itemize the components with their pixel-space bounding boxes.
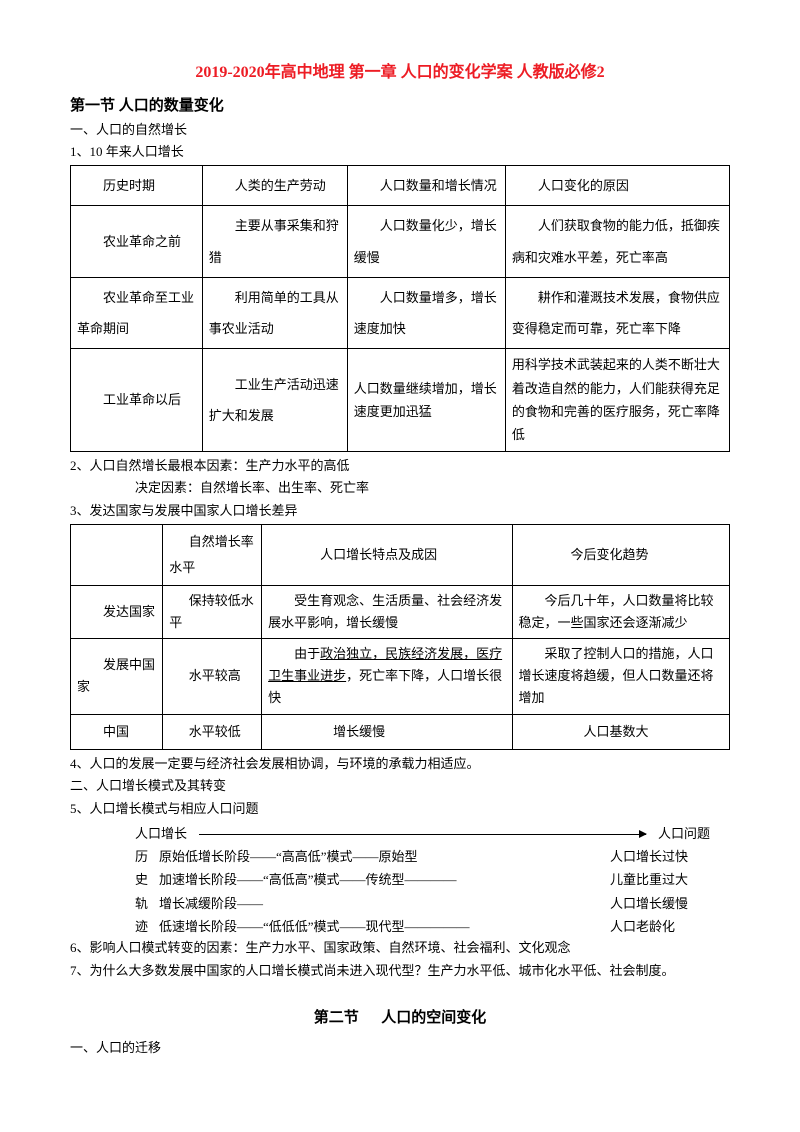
sub1-2: 二、人口增长模式及其转变 [70, 776, 730, 797]
stage-vert: 史 [135, 868, 159, 891]
stage-right: 人口老龄化 [610, 915, 730, 938]
th: 自然增长率水平 [163, 525, 262, 586]
th: 历史时期 [71, 166, 203, 206]
stage-right: 人口增长缓慢 [610, 892, 730, 915]
sub1-1: 一、人口的自然增长 [70, 120, 730, 141]
table-row: 发展中国家 水平较高 由于政治独立，民族经济发展，医疗卫生事业进步，死亡率下降，… [71, 639, 730, 714]
th: 人类的生产劳动 [202, 166, 347, 206]
td: 中国 [71, 714, 163, 749]
td: 人口基数大 [512, 714, 730, 749]
arrow-right-label: 人口问题 [650, 824, 730, 845]
stage-row: 迹 低速增长阶段——“低低低”模式——现代型————— 人口老龄化 [70, 915, 730, 938]
td: 采取了控制人口的措施，人口增长速度将趋缓，但人口数量还将增加 [512, 639, 730, 714]
stage-row: 历 原始低增长阶段——“高高低”模式——原始型 人口增长过快 [70, 845, 730, 868]
item-2: 2、人口自然增长最根本因素：生产力水平的高低 [70, 456, 730, 477]
table-row: 农业革命至工业革命期间 利用简单的工具从事农业活动 人口数量增多，增长速度加快 … [71, 277, 730, 348]
item-6: 6、影响人口模式转变的因素：生产力水平、国家政策、自然环境、社会福利、文化观念 [70, 938, 730, 959]
td: 今后几十年，人口数量将比较稳定，一些国家还会逐渐减少 [512, 586, 730, 639]
th: 人口数量和增长情况 [347, 166, 505, 206]
stage-mid: 加速增长阶段——“高低高”模式——传统型———— [159, 868, 610, 891]
stage-vert: 迹 [135, 915, 159, 938]
td: 农业革命之前 [71, 206, 203, 277]
item-5: 5、人口增长模式与相应人口问题 [70, 799, 730, 820]
td: 人们获取食物的能力低，抵御疾病和灾难水平差，死亡率高 [505, 206, 729, 277]
td: 水平较低 [163, 714, 262, 749]
td: 发达国家 [71, 586, 163, 639]
item-7: 7、为什么大多数发展中国家的人口增长模式尚未进入现代型？生产力水平低、城市化水平… [70, 961, 730, 982]
td: 用科学技术武装起来的人类不断壮大着改造自然的能力，人们能获得充足的食物和完善的医… [505, 349, 729, 452]
th [71, 525, 163, 586]
section2-heading: 第二节 人口的空间变化 [70, 1006, 730, 1030]
stage-mid: 增长减缓阶段—— [159, 892, 610, 915]
td: 保持较低水平 [163, 586, 262, 639]
arrow-diagram: 人口增长 人口问题 [70, 824, 730, 845]
table-row: 农业革命之前 主要从事采集和狩猎 人口数量化少，增长缓慢 人们获取食物的能力低，… [71, 206, 730, 277]
th: 人口变化的原因 [505, 166, 729, 206]
stage-vert: 轨 [135, 892, 159, 915]
stage-vert: 历 [135, 845, 159, 868]
td: 增长缓慢 [262, 714, 512, 749]
td: 耕作和灌溉技术发展，食物供应变得稳定而可靠，死亡率下降 [505, 277, 729, 348]
arrow-left-label: 人口增长 [135, 824, 195, 845]
table-history: 历史时期 人类的生产劳动 人口数量和增长情况 人口变化的原因 农业革命之前 主要… [70, 165, 730, 452]
td-underline: 由于政治独立，民族经济发展，医疗卫生事业进步，死亡率下降，人口增长很快 [262, 639, 512, 714]
item-4: 4、人口的发展一定要与经济社会发展相协调，与环境的承载力相适应。 [70, 754, 730, 775]
td: 受生育观念、生活质量、社会经济发展水平影响，增长缓慢 [262, 586, 512, 639]
table-row: 发达国家 保持较低水平 受生育观念、生活质量、社会经济发展水平影响，增长缓慢 今… [71, 586, 730, 639]
td: 主要从事采集和狩猎 [202, 206, 347, 277]
stage-mid: 低速增长阶段——“低低低”模式——现代型————— [159, 915, 610, 938]
stage-right: 人口增长过快 [610, 845, 730, 868]
td: 发展中国家 [71, 639, 163, 714]
item-2b: 决定因素：自然增长率、出生率、死亡率 [70, 478, 730, 499]
doc-title: 2019-2020年高中地理 第一章 人口的变化学案 人教版必修2 [70, 60, 730, 86]
td: 利用简单的工具从事农业活动 [202, 277, 347, 348]
stage-mid: 原始低增长阶段——“高高低”模式——原始型 [159, 845, 610, 868]
stage-row: 史 加速增长阶段——“高低高”模式——传统型———— 儿童比重过大 [70, 868, 730, 891]
td: 人口数量化少，增长缓慢 [347, 206, 505, 277]
td: 水平较高 [163, 639, 262, 714]
arrow-line-icon [199, 834, 646, 835]
table-row: 中国 水平较低 增长缓慢 人口基数大 [71, 714, 730, 749]
table-row: 工业革命以后 工业生产活动迅速扩大和发展 人口数量继续增加，增长速度更加迅猛 用… [71, 349, 730, 452]
sub2-1: 一、人口的迁移 [70, 1038, 730, 1059]
td: 工业生产活动迅速扩大和发展 [202, 349, 347, 452]
table-row: 自然增长率水平 人口增长特点及成因 今后变化趋势 [71, 525, 730, 586]
td: 人口数量增多，增长速度加快 [347, 277, 505, 348]
table-countries: 自然增长率水平 人口增长特点及成因 今后变化趋势 发达国家 保持较低水平 受生育… [70, 524, 730, 749]
stage-row: 轨 增长减缓阶段—— 人口增长缓慢 [70, 892, 730, 915]
stage-right: 儿童比重过大 [610, 868, 730, 891]
td: 人口数量继续增加，增长速度更加迅猛 [347, 349, 505, 452]
section1-heading: 第一节 人口的数量变化 [70, 94, 730, 118]
th: 今后变化趋势 [512, 525, 730, 586]
th: 人口增长特点及成因 [262, 525, 512, 586]
td: 农业革命至工业革命期间 [71, 277, 203, 348]
item-1: 1、10 年来人口增长 [70, 142, 730, 163]
item-3: 3、发达国家与发展中国家人口增长差异 [70, 501, 730, 522]
td: 工业革命以后 [71, 349, 203, 452]
table-row: 历史时期 人类的生产劳动 人口数量和增长情况 人口变化的原因 [71, 166, 730, 206]
